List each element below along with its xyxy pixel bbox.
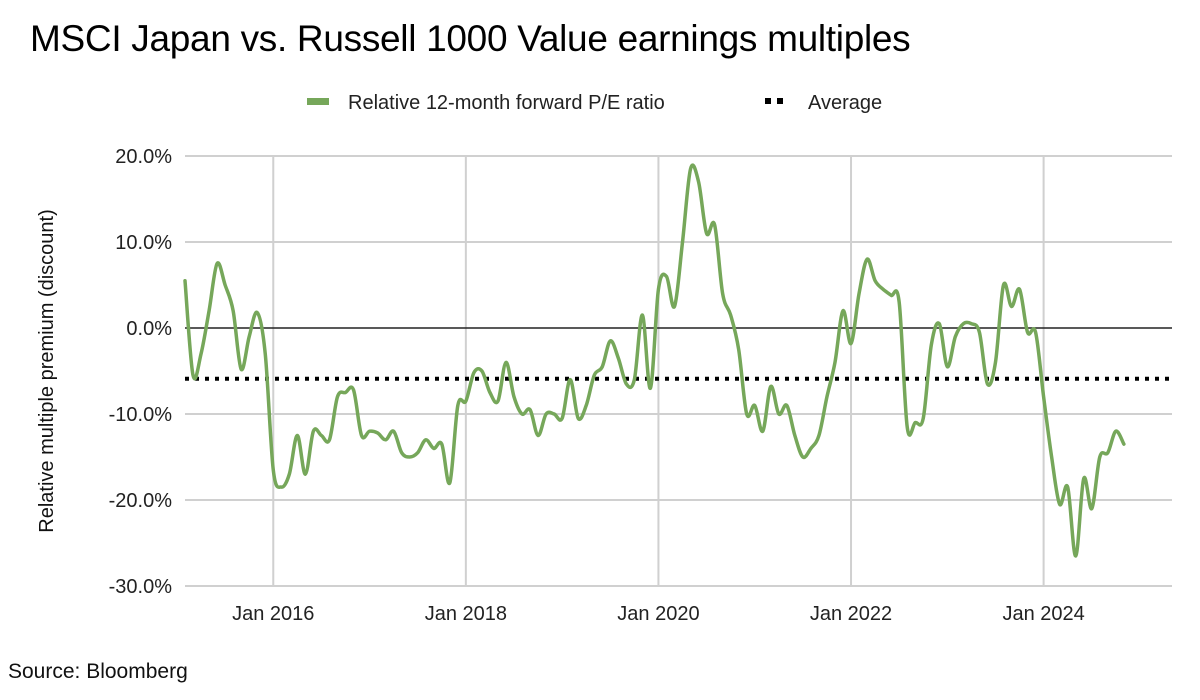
x-tick-label: Jan 2018 — [425, 603, 507, 625]
x-tick-label: Jan 2020 — [617, 603, 699, 625]
x-tick-label: Jan 2024 — [1002, 603, 1084, 625]
y-tick-label: -30.0% — [109, 576, 173, 598]
x-tick-label: Jan 2022 — [810, 603, 892, 625]
legend-label-pe-ratio: Relative 12-month forward P/E ratio — [348, 92, 665, 114]
x-tick-label: Jan 2016 — [232, 603, 314, 625]
y-tick-label: -10.0% — [109, 404, 173, 426]
x-tick-labels: Jan 2016 Jan 2018 Jan 2020 Jan 2022 Jan 2024 — [232, 603, 1085, 625]
y-tick-label: 0.0% — [126, 318, 172, 340]
y-tick-label: -20.0% — [109, 490, 173, 512]
source-note: Source: Bloomberg — [8, 660, 188, 683]
legend: Relative 12-month forward P/E ratio Aver… — [307, 92, 882, 114]
gridlines — [185, 155, 1172, 587]
y-tick-label: 20.0% — [115, 146, 172, 168]
legend-label-average: Average — [808, 92, 882, 114]
legend-swatch-average-dot-2 — [777, 98, 783, 104]
y-tick-label: 10.0% — [115, 232, 172, 254]
legend-swatch-pe-ratio — [307, 98, 329, 105]
series-line-pe-ratio — [183, 163, 1126, 558]
y-axis-label: Relative multiple premium (discount) — [36, 209, 58, 532]
y-tick-labels: 20.0% 10.0% 0.0% -10.0% -20.0% -30.0% — [109, 146, 173, 598]
legend-swatch-average-dot-1 — [765, 98, 771, 104]
chart-title: MSCI Japan vs. Russell 1000 Value earnin… — [30, 18, 911, 59]
